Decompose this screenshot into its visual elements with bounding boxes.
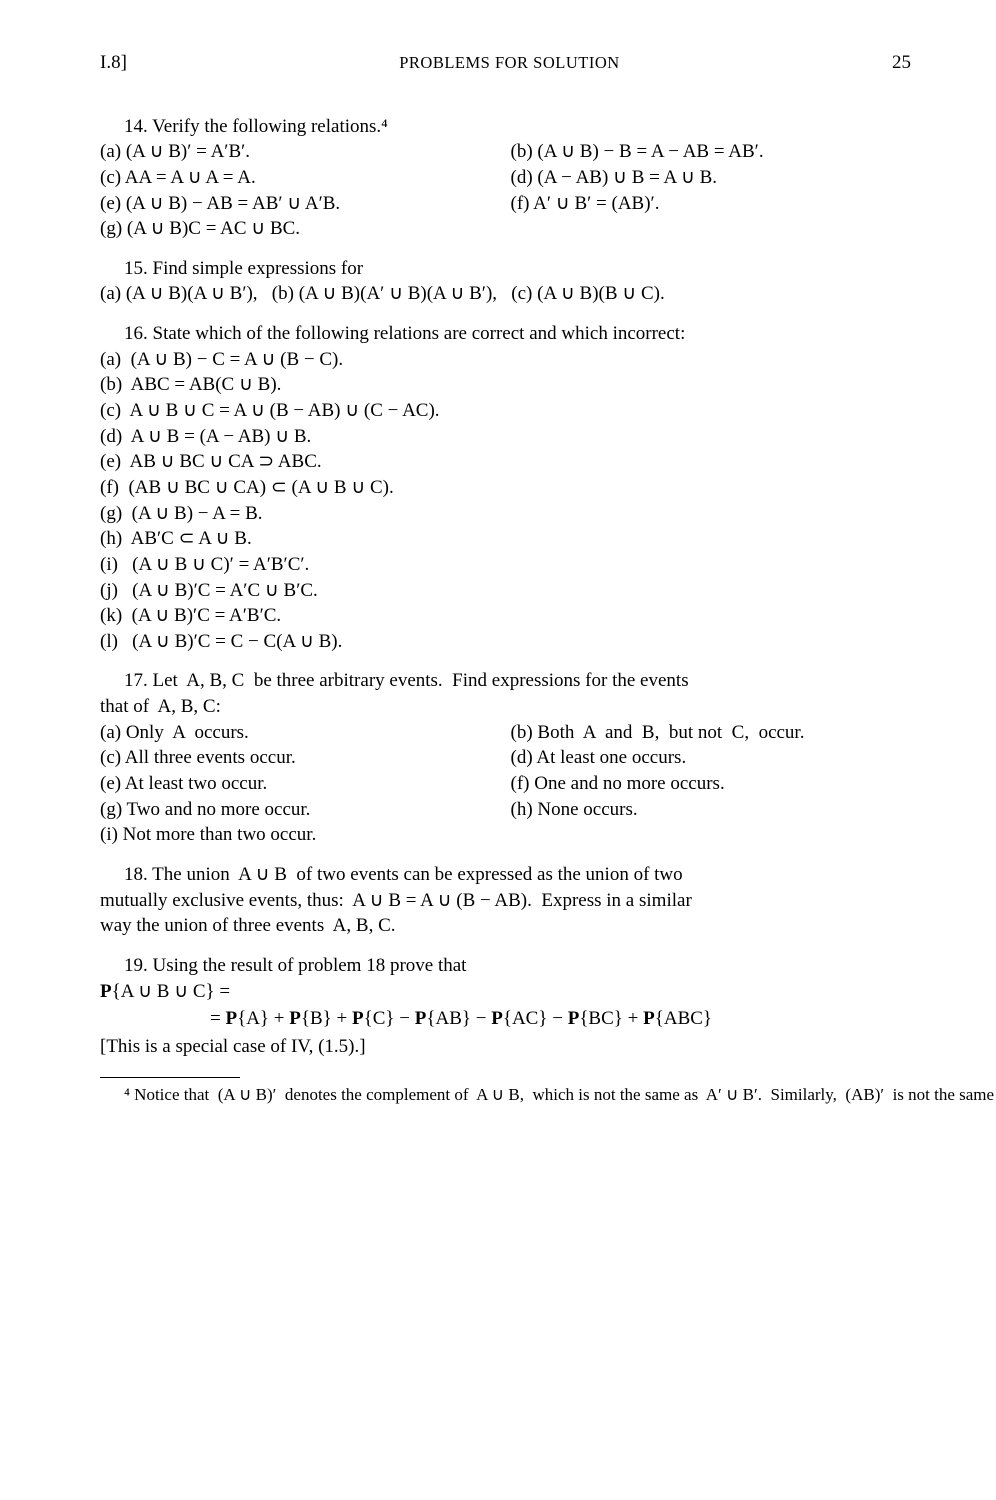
problem-item: (a) (A ∪ B)(A ∪ B′), (b) (A ∪ B)(A′ ∪ B)… [100,281,911,307]
eq-part: {ABC} [655,1008,712,1029]
eq-part: {A} + [237,1008,289,1029]
problem-intro: 14. Verify the following relations.⁴ [100,114,911,140]
prob-symbol: P [491,1008,503,1029]
problem-16: 16. State which of the following relatio… [100,321,911,654]
problem-item: (c) All three events occur. [100,745,501,771]
problem-item: (d) At least one occurs. [511,745,912,771]
problem-intro: 16. State which of the following relatio… [100,321,911,347]
problem-item: (d) A ∪ B = (A − AB) ∪ B. [100,424,911,450]
problem-intro: 15. Find simple expressions for [100,256,911,282]
page-title: PROBLEMS FOR SOLUTION [399,52,619,74]
problem-19: 19. Using the result of problem 18 prove… [100,953,911,1060]
problem-item: (c) AA = A ∪ A = A. [100,165,501,191]
problem-line: P{A ∪ B ∪ C} = [100,979,911,1005]
problem-item: (a) (A ∪ B)′ = A′B′. [100,139,501,165]
prob-symbol: P [225,1008,237,1029]
problem-item: (g) Two and no more occur. [100,797,501,823]
eq-part: {B} + [301,1008,352,1029]
problem-item: (e) AB ∪ BC ∪ CA ⊃ ABC. [100,449,911,475]
section-number: I.8] [100,50,127,76]
problem-item: (l) (A ∪ B)′C = C − C(A ∪ B). [100,629,911,655]
prob-symbol: P [415,1008,427,1029]
problem-15: 15. Find simple expressions for (a) (A ∪… [100,256,911,307]
problem-item: (b) ABC = AB(C ∪ B). [100,372,911,398]
problem-item: (h) AB′C ⊂ A ∪ B. [100,526,911,552]
problem-line: 19. Using the result of problem 18 prove… [100,953,911,979]
prob-symbol: P [352,1008,364,1029]
page-number: 25 [892,50,911,76]
problem-item: (c) A ∪ B ∪ C = A ∪ (B − AB) ∪ (C − AC). [100,398,911,424]
problem-item: (f) One and no more occurs. [511,771,912,797]
eq-part: {BC} + [579,1008,643,1029]
problem-intro: 17. Let A, B, C be three arbitrary event… [100,668,911,694]
problem-item: (d) (A − AB) ∪ B = A ∪ B. [511,165,912,191]
eq-part: {C} − [364,1008,415,1029]
problem-item: (f) A′ ∪ B′ = (AB)′. [511,191,912,217]
eq-part: {AC} − [503,1008,568,1029]
problem-item: (b) Both A and B, but not C, occur. [511,720,912,746]
prob-symbol: P [100,981,112,1002]
problem-item: (i) (A ∪ B ∪ C)′ = A′B′C′. [100,552,911,578]
problem-item: (h) None occurs. [511,797,912,823]
footnote-rule [100,1077,240,1078]
prob-symbol: P [289,1008,301,1029]
eq-part: {AB} − [426,1008,491,1029]
prob-symbol: P [568,1008,580,1029]
problem-item: (b) (A ∪ B) − B = A − AB = AB′. [511,139,912,165]
problem-item: (a) Only A occurs. [100,720,501,746]
problem-line: [This is a special case of IV, (1.5).] [100,1034,911,1060]
problem-line: way the union of three events A, B, C. [100,913,911,939]
problem-14: 14. Verify the following relations.⁴ (a)… [100,114,911,242]
problem-item: (i) Not more than two occur. [100,822,501,848]
problem-item: (f) (AB ∪ BC ∪ CA) ⊂ (A ∪ B ∪ C). [100,475,911,501]
problem-item: (k) (A ∪ B)′C = A′B′C. [100,603,911,629]
footnote-text: ⁴ Notice that (A ∪ B)′ denotes the compl… [100,1084,911,1107]
problem-item: (g) (A ∪ B)C = AC ∪ BC. [100,216,501,242]
problem-line: 18. The union A ∪ B of two events can be… [100,862,911,888]
problem-item: (g) (A ∪ B) − A = B. [100,501,911,527]
eq-part: = [210,1008,225,1029]
problem-line: mutually exclusive events, thus: A ∪ B =… [100,888,911,914]
problem-item: (j) (A ∪ B)′C = A′C ∪ B′C. [100,578,911,604]
problem-item: (e) At least two occur. [100,771,501,797]
problem-item: (a) (A ∪ B) − C = A ∪ (B − C). [100,347,911,373]
prob-symbol: P [643,1008,655,1029]
problem-18: 18. The union A ∪ B of two events can be… [100,862,911,939]
problem-item: (e) (A ∪ B) − AB = AB′ ∪ A′B. [100,191,501,217]
problem-text: {A ∪ B ∪ C} = [112,981,231,1002]
problem-17: 17. Let A, B, C be three arbitrary event… [100,668,911,847]
page-header: I.8] PROBLEMS FOR SOLUTION 25 [100,50,911,76]
problem-intro-cont: that of A, B, C: [100,694,911,720]
equation-line: = P{A} + P{B} + P{C} − P{AB} − P{AC} − P… [210,1006,911,1032]
